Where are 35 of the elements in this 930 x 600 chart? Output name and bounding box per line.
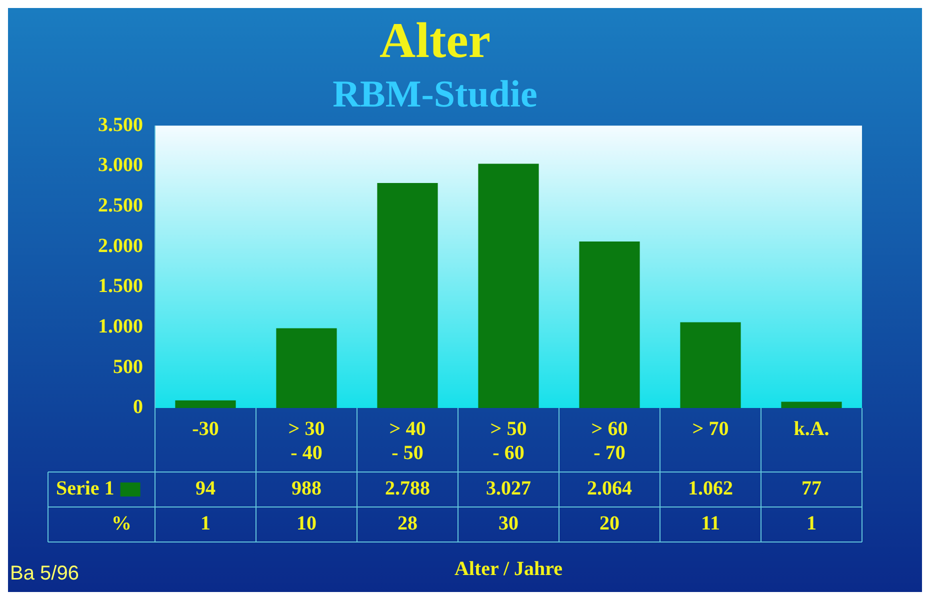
y-tick-label: 3.500 bbox=[98, 114, 143, 136]
data-label: 77 bbox=[802, 478, 822, 500]
y-tick-label: 0 bbox=[133, 396, 143, 418]
chart-title: Alter bbox=[379, 12, 491, 68]
text: 1 bbox=[200, 512, 210, 535]
y-tick-label: 2.000 bbox=[98, 234, 143, 257]
y-tick-label: 1.000 bbox=[98, 315, 143, 338]
x-tick-label: > 60 - 70 bbox=[591, 418, 628, 464]
data-label: 3.027 bbox=[486, 478, 531, 500]
y-tick-label: 3.000 bbox=[98, 154, 143, 176]
x-tick-label: k.A. bbox=[794, 418, 830, 440]
text: 20 bbox=[600, 512, 620, 535]
legend-label: Serie 1 bbox=[56, 478, 114, 500]
x-axis-title: Alter / Jahre bbox=[454, 558, 563, 580]
text: 30 bbox=[498, 512, 518, 535]
x-tick-label: > 50 - 60 bbox=[490, 418, 527, 464]
text: 1 bbox=[806, 512, 816, 535]
x-tick-label: > 70 bbox=[692, 418, 729, 440]
data-label: 94 bbox=[196, 478, 216, 500]
y-tick-label: 2.500 bbox=[98, 194, 143, 216]
text: Ba 5/96 bbox=[10, 562, 79, 585]
text: 11 bbox=[701, 512, 720, 535]
text: % bbox=[112, 512, 132, 535]
x-tick-label: > 40 - 50 bbox=[389, 418, 426, 464]
chart-subtitle: RBM-Studie bbox=[332, 74, 538, 116]
x-tick-label: > 30 - 40 bbox=[288, 418, 325, 464]
data-label: 988 bbox=[292, 478, 322, 500]
data-label: 2.064 bbox=[587, 478, 632, 500]
y-tick-label: 500 bbox=[113, 356, 143, 378]
data-label: 1.062 bbox=[688, 478, 733, 500]
x-tick-label: -30 bbox=[192, 418, 219, 440]
y-tick-label: 1.500 bbox=[98, 275, 143, 298]
text: 10 bbox=[296, 512, 316, 535]
data-label: 2.788 bbox=[385, 478, 430, 500]
text: 28 bbox=[398, 512, 418, 535]
